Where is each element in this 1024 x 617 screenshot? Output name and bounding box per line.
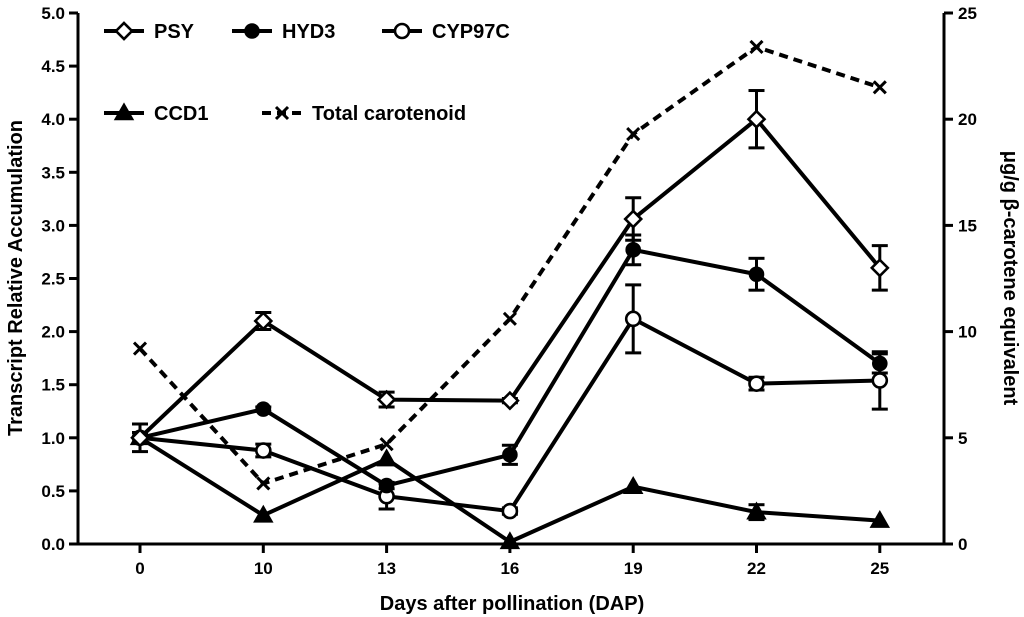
series-layer	[129, 39, 891, 550]
diamond-marker	[253, 311, 274, 331]
legend-item-hyd3: HYD3	[232, 21, 335, 43]
x-marker	[256, 476, 271, 491]
y2-tick-label: 20	[958, 110, 977, 129]
legend: PSY HYD3 CYP97C CCD1 Total carotenoid	[104, 21, 510, 125]
triangle-marker	[113, 102, 135, 121]
legend-item-cyp97c: CYP97C	[382, 21, 510, 43]
x-marker	[379, 437, 394, 452]
x-axis-label: Days after pollination (DAP)	[380, 593, 644, 615]
circle-marker	[255, 401, 272, 417]
x-marker-stroke	[379, 437, 394, 452]
series-hyd3	[132, 233, 888, 494]
x-marker-stroke	[626, 127, 641, 142]
y2-tick-label: 0	[958, 535, 967, 554]
triangle-marker	[869, 510, 891, 528]
diamond-marker	[376, 389, 397, 410]
series-line	[138, 117, 882, 440]
y2-tick-label: 5	[958, 429, 967, 448]
series-line	[139, 316, 880, 514]
x-tick-label: 10	[254, 559, 273, 578]
x-marker-stroke	[132, 341, 148, 356]
diamond-marker	[623, 209, 644, 229]
x-marker-stroke	[749, 39, 764, 55]
x-marker	[872, 80, 887, 95]
circle-marker	[625, 242, 642, 258]
x-marker	[749, 39, 764, 55]
open-circle-marker	[624, 310, 642, 328]
y2-tick-label: 25	[958, 4, 977, 23]
legend-item-total-carotenoid: Total carotenoid	[262, 103, 466, 125]
x-marker-stroke	[872, 80, 887, 95]
legend-item-psy: PSY	[104, 21, 195, 43]
series-total-carotenoid	[132, 39, 887, 491]
x-marker-stroke	[256, 476, 271, 491]
y-tick-label: 3.0	[41, 216, 65, 235]
triangle-marker	[499, 531, 521, 550]
circle-marker	[378, 477, 395, 494]
triangle-marker	[253, 504, 274, 523]
diamond-marker	[746, 109, 767, 130]
circle-marker	[748, 266, 765, 283]
x-marker-stroke	[502, 311, 517, 326]
y-tick-label: 1.0	[41, 429, 65, 448]
x-tick-label: 19	[624, 559, 643, 578]
x-marker	[502, 311, 517, 326]
diamond-marker	[500, 390, 520, 411]
y-tick-label: 0.0	[41, 535, 65, 554]
legend-label: Total carotenoid	[312, 103, 466, 125]
diamond-marker	[869, 258, 890, 278]
diamond-marker	[114, 21, 134, 41]
triangle-marker	[746, 501, 767, 520]
axes: 0.0 0.5 1.0 1.5 2.0 2.5 3.0 3.5 4.0 4.5 5.0 0 5 10 15 2…	[41, 4, 977, 578]
x-marker	[274, 105, 290, 121]
y2-tick-label: 15	[958, 216, 977, 235]
y-tick-label: 3.5	[41, 163, 65, 182]
y-tick-label: 5.0	[41, 4, 65, 23]
legend-label: CYP97C	[432, 21, 510, 43]
circle-marker	[502, 446, 518, 463]
y2-tick-label: 10	[958, 323, 977, 342]
legend-label: HYD3	[282, 21, 335, 43]
open-circle-marker	[871, 372, 889, 389]
y-axis-label: Transcript Relative Accumulation	[5, 120, 27, 436]
triangle-marker	[622, 476, 644, 494]
y-tick-label: 0.5	[41, 482, 65, 501]
legend-label: CCD1	[154, 103, 208, 125]
x-tick-label: 22	[747, 559, 766, 578]
x-tick-label: 13	[377, 559, 396, 578]
y-tick-label: 4.5	[41, 57, 65, 76]
series-psy	[130, 89, 890, 448]
y-tick-label: 4.0	[41, 110, 65, 129]
y-tick-label: 1.5	[41, 376, 65, 395]
x-tick-label: 25	[870, 559, 889, 578]
y-tick-label: 2.0	[41, 323, 65, 342]
x-marker	[132, 341, 148, 356]
triangle-marker	[376, 448, 397, 467]
x-marker	[626, 127, 641, 142]
x-marker-stroke	[274, 105, 290, 121]
series-line	[138, 44, 881, 486]
y-tick-label: 2.5	[41, 270, 65, 289]
legend-item-ccd1: CCD1	[104, 102, 208, 125]
circle-marker	[244, 23, 260, 39]
legend-label: PSY	[154, 21, 195, 43]
y2-axis-label: μg/g β-carotene equivalent	[999, 151, 1021, 406]
x-tick-label: 0	[135, 559, 144, 578]
diamond-marker	[130, 427, 150, 448]
x-tick-label: 16	[500, 559, 519, 578]
open-circle-marker	[748, 375, 765, 392]
circle-marker	[871, 355, 888, 372]
open-circle-marker	[254, 442, 272, 459]
open-circle-marker	[501, 502, 519, 520]
open-circle-marker	[393, 22, 411, 40]
